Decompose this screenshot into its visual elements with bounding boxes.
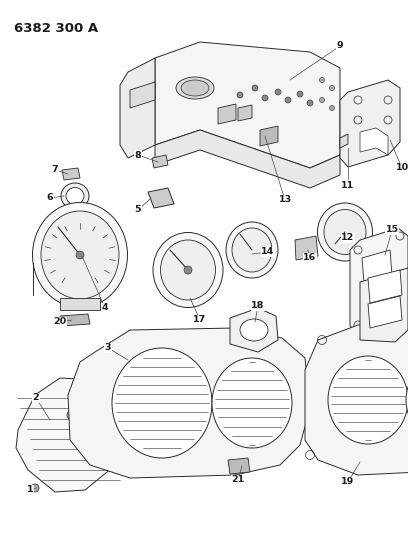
Text: 19: 19 [341, 478, 355, 487]
Polygon shape [60, 314, 90, 326]
Polygon shape [230, 308, 278, 352]
Circle shape [31, 484, 39, 492]
Ellipse shape [153, 232, 223, 308]
Polygon shape [228, 458, 250, 474]
Ellipse shape [66, 188, 84, 205]
Circle shape [76, 251, 84, 259]
Polygon shape [62, 168, 80, 180]
Text: 17: 17 [193, 316, 206, 325]
Text: 6: 6 [47, 193, 53, 203]
Polygon shape [340, 80, 400, 167]
Circle shape [275, 89, 281, 95]
Circle shape [330, 106, 335, 110]
Circle shape [237, 92, 243, 98]
Polygon shape [260, 126, 278, 146]
Text: 9: 9 [337, 42, 343, 51]
Circle shape [252, 85, 258, 91]
Circle shape [307, 100, 313, 106]
Text: 5: 5 [135, 206, 141, 214]
Ellipse shape [226, 222, 278, 278]
Ellipse shape [232, 228, 272, 272]
Polygon shape [218, 104, 236, 124]
Circle shape [297, 91, 303, 97]
Ellipse shape [212, 358, 292, 448]
Polygon shape [148, 188, 174, 208]
Text: 1: 1 [27, 486, 33, 495]
Text: 3: 3 [105, 343, 111, 352]
Ellipse shape [61, 183, 89, 209]
Text: 4: 4 [102, 303, 108, 312]
Text: 7: 7 [52, 166, 58, 174]
Polygon shape [350, 228, 408, 335]
Polygon shape [68, 328, 310, 478]
Text: 14: 14 [262, 247, 275, 256]
Polygon shape [155, 42, 340, 168]
Polygon shape [155, 130, 340, 188]
Circle shape [67, 410, 77, 420]
Text: 20: 20 [53, 318, 67, 327]
Circle shape [184, 266, 192, 274]
Ellipse shape [160, 240, 215, 300]
Polygon shape [368, 296, 402, 328]
Polygon shape [238, 105, 252, 121]
Text: 16: 16 [304, 254, 317, 262]
Polygon shape [60, 298, 100, 310]
Circle shape [330, 85, 335, 91]
Polygon shape [368, 270, 402, 303]
Text: 11: 11 [341, 181, 355, 190]
Polygon shape [340, 134, 348, 148]
Text: 18: 18 [251, 302, 265, 311]
Polygon shape [360, 268, 408, 342]
Ellipse shape [328, 356, 408, 444]
Polygon shape [305, 325, 408, 475]
Circle shape [319, 98, 324, 102]
Text: 21: 21 [231, 475, 245, 484]
Ellipse shape [41, 211, 119, 299]
Ellipse shape [240, 319, 268, 341]
Ellipse shape [324, 209, 366, 254]
Text: 12: 12 [341, 233, 355, 243]
Text: 8: 8 [135, 150, 142, 159]
Ellipse shape [181, 80, 209, 96]
Ellipse shape [317, 203, 373, 261]
Polygon shape [120, 58, 155, 158]
Text: 10: 10 [395, 164, 408, 173]
Circle shape [262, 95, 268, 101]
Text: 6382 300 A: 6382 300 A [14, 22, 98, 35]
Ellipse shape [176, 77, 214, 99]
Text: 13: 13 [278, 196, 292, 205]
Ellipse shape [33, 203, 127, 308]
Ellipse shape [112, 348, 212, 458]
Polygon shape [16, 378, 125, 492]
Circle shape [285, 97, 291, 103]
Polygon shape [152, 155, 168, 168]
Text: 15: 15 [386, 225, 399, 235]
Polygon shape [362, 250, 392, 283]
Polygon shape [362, 280, 392, 313]
Text: 2: 2 [33, 393, 39, 402]
Circle shape [319, 77, 324, 83]
Polygon shape [130, 82, 155, 108]
Polygon shape [360, 128, 388, 155]
Polygon shape [295, 236, 318, 260]
Ellipse shape [406, 360, 408, 440]
